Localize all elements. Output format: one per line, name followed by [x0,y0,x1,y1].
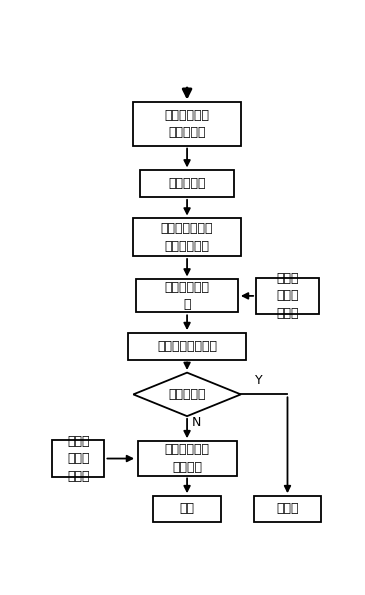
Text: 合格品: 合格品 [276,502,299,515]
Bar [136,280,238,312]
Bar [133,102,241,146]
Polygon shape [133,372,241,416]
Bar [52,440,104,477]
Bar [153,496,221,522]
Text: Y: Y [255,374,263,387]
Text: 泵气与实时度
数: 泵气与实时度 数 [165,281,210,311]
Text: N: N [191,416,201,430]
Text: 气压变化率的计算: 气压变化率的计算 [157,340,217,353]
Text: 检测精度、合格
范围等的设定: 检测精度、合格 范围等的设定 [161,222,213,252]
Text: 不合格品的判
断与剔除: 不合格品的判 断与剔除 [165,443,210,474]
Bar [128,333,246,359]
Text: 工装条上钢针
机自动装针: 工装条上钢针 机自动装针 [165,109,210,139]
Text: 外部触
发与控
制信号: 外部触 发与控 制信号 [67,434,89,483]
Bar [254,496,322,522]
Bar [256,277,319,314]
Bar [141,170,234,197]
Text: 外部触
发与控
制信号: 外部触 发与控 制信号 [276,272,299,320]
Text: 是否合格？: 是否合格？ [168,388,206,401]
Bar [133,218,241,256]
Bar [138,441,237,476]
Text: 废品: 废品 [180,502,195,515]
Text: 连接压力泵: 连接压力泵 [168,177,206,190]
